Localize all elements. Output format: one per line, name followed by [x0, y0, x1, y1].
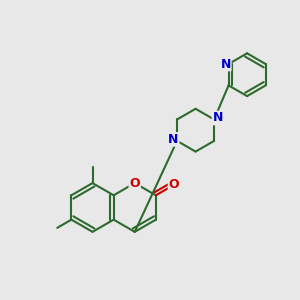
Text: O: O: [169, 178, 179, 191]
Text: N: N: [168, 133, 179, 146]
Text: N: N: [212, 112, 223, 124]
Text: O: O: [129, 177, 140, 190]
Text: N: N: [220, 58, 231, 70]
